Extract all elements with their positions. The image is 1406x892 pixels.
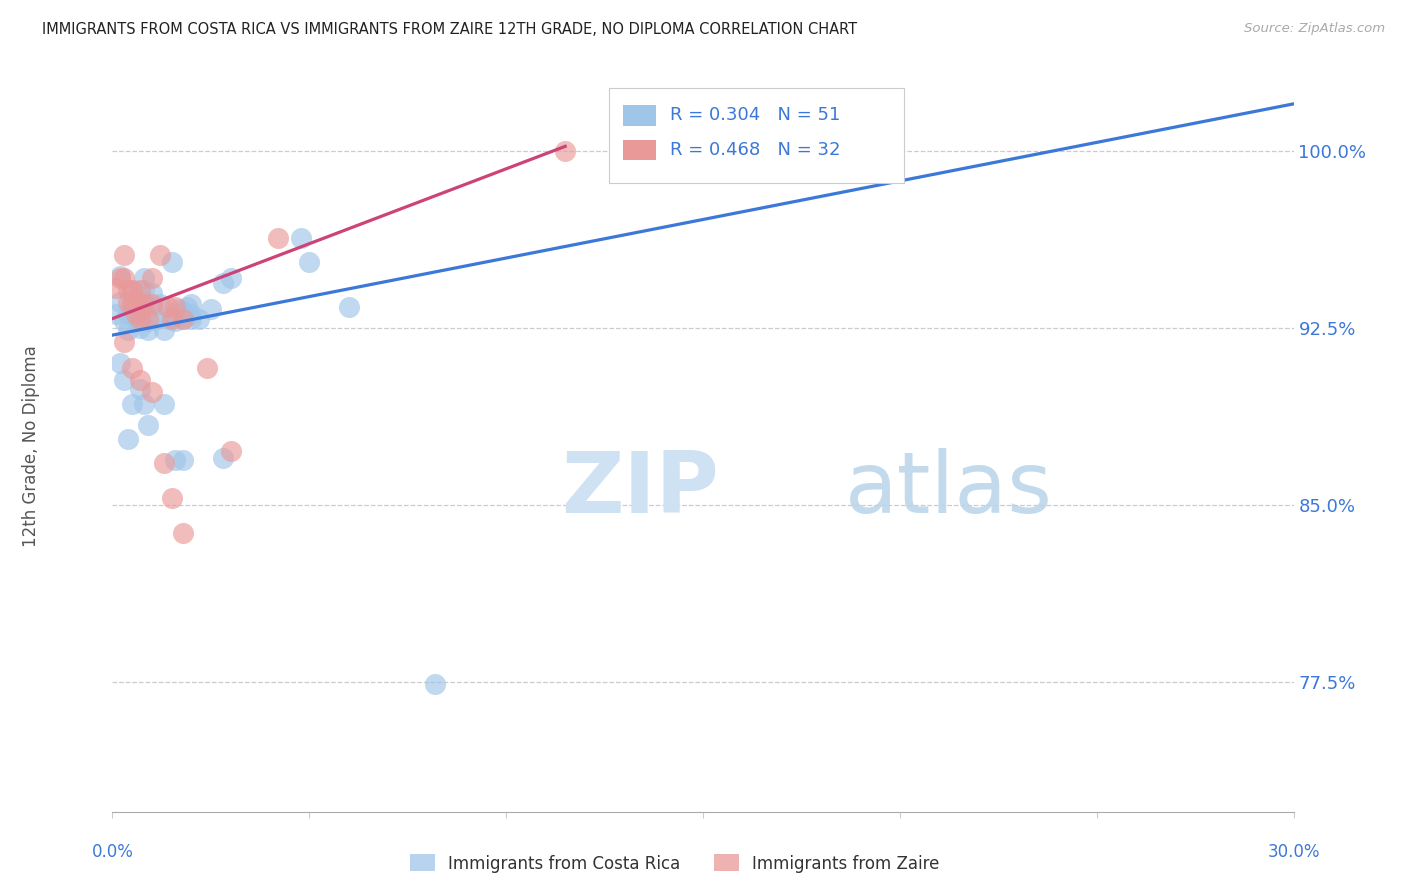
Point xyxy=(110,269,132,284)
Point xyxy=(125,311,148,326)
Point xyxy=(112,373,135,387)
Point xyxy=(129,373,152,387)
Point xyxy=(211,450,233,465)
Point xyxy=(110,356,132,370)
Point xyxy=(145,311,167,326)
Point xyxy=(121,297,143,311)
Text: atlas: atlas xyxy=(845,449,1053,532)
Point xyxy=(298,255,321,269)
FancyBboxPatch shape xyxy=(623,139,655,160)
Point xyxy=(136,314,159,328)
Point xyxy=(425,677,447,691)
Point xyxy=(267,231,290,245)
Point xyxy=(129,311,152,326)
Point xyxy=(160,491,183,505)
Point xyxy=(172,304,194,318)
Point xyxy=(112,248,135,262)
Point xyxy=(180,307,202,321)
Point xyxy=(152,396,174,410)
Point xyxy=(132,271,155,285)
Point xyxy=(141,300,163,314)
Point xyxy=(132,295,155,310)
Point xyxy=(141,384,163,399)
Text: 0.0%: 0.0% xyxy=(91,843,134,861)
Point xyxy=(180,297,202,311)
Point xyxy=(105,281,128,295)
Point xyxy=(165,314,187,328)
Point xyxy=(156,311,179,326)
Point xyxy=(136,311,159,326)
Point xyxy=(211,276,233,290)
Text: IMMIGRANTS FROM COSTA RICA VS IMMIGRANTS FROM ZAIRE 12TH GRADE, NO DIPLOMA CORRE: IMMIGRANTS FROM COSTA RICA VS IMMIGRANTS… xyxy=(42,22,858,37)
Point xyxy=(219,271,242,285)
Text: ZIP: ZIP xyxy=(561,449,718,532)
Point xyxy=(172,526,194,541)
Point xyxy=(176,300,198,314)
Point xyxy=(554,144,576,158)
Point xyxy=(121,283,143,297)
Point xyxy=(165,300,187,314)
Point xyxy=(125,295,148,310)
Point xyxy=(141,285,163,300)
Legend: Immigrants from Costa Rica, Immigrants from Zaire: Immigrants from Costa Rica, Immigrants f… xyxy=(404,847,946,880)
Text: R = 0.304   N = 51: R = 0.304 N = 51 xyxy=(669,106,841,124)
Point xyxy=(149,248,172,262)
Point xyxy=(110,295,132,310)
Point xyxy=(125,300,148,314)
Point xyxy=(169,302,191,317)
Point xyxy=(129,283,152,297)
Point xyxy=(172,453,194,467)
Point xyxy=(290,231,312,245)
Point xyxy=(132,283,155,297)
Point xyxy=(117,283,139,297)
Point xyxy=(117,432,139,446)
Point xyxy=(200,302,222,317)
Point xyxy=(219,443,242,458)
Point xyxy=(129,321,152,335)
Point xyxy=(165,453,187,467)
Point xyxy=(180,311,202,326)
Point xyxy=(136,417,159,432)
Point xyxy=(141,297,163,311)
Point xyxy=(129,310,152,324)
Point xyxy=(136,323,159,337)
Point xyxy=(172,311,194,326)
FancyBboxPatch shape xyxy=(609,87,904,183)
Text: 30.0%: 30.0% xyxy=(1267,843,1320,861)
Point xyxy=(149,297,172,311)
Point xyxy=(160,255,183,269)
Point xyxy=(160,311,183,326)
Point xyxy=(132,396,155,410)
Point xyxy=(105,307,128,321)
Point xyxy=(121,396,143,410)
Point xyxy=(117,307,139,321)
FancyBboxPatch shape xyxy=(623,105,655,126)
Point xyxy=(172,311,194,326)
Point xyxy=(117,323,139,337)
Point xyxy=(121,361,143,376)
Point xyxy=(125,307,148,321)
Point xyxy=(129,383,152,397)
Text: Source: ZipAtlas.com: Source: ZipAtlas.com xyxy=(1244,22,1385,36)
Point xyxy=(152,456,174,470)
Point xyxy=(117,295,139,310)
Point xyxy=(112,335,135,350)
Text: R = 0.468   N = 32: R = 0.468 N = 32 xyxy=(669,141,841,159)
Point xyxy=(156,300,179,314)
Point xyxy=(112,314,135,328)
Point xyxy=(112,271,135,285)
Point xyxy=(188,311,211,326)
Point xyxy=(110,271,132,285)
Point xyxy=(141,271,163,285)
Point xyxy=(132,297,155,311)
Point xyxy=(121,283,143,297)
Point xyxy=(152,323,174,337)
Point xyxy=(337,300,360,314)
Text: 12th Grade, No Diploma: 12th Grade, No Diploma xyxy=(22,345,39,547)
Point xyxy=(121,297,143,311)
Point xyxy=(195,361,218,376)
